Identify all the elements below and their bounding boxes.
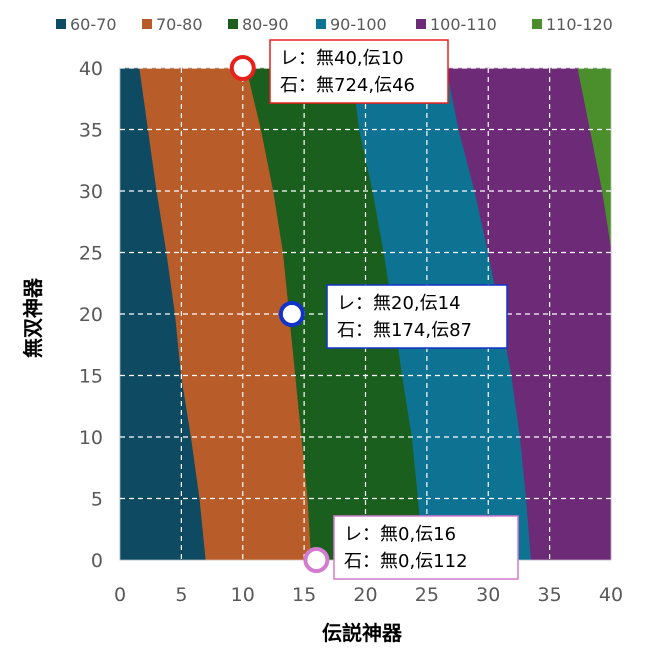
callouts: レ：無40,伝10 石：無724,伝46 レ：無20,伝14 石：無174,伝87 レ：…	[269, 39, 519, 580]
legend-swatch-100-110	[416, 19, 426, 29]
point-marker	[278, 301, 305, 327]
legend-label-70-80: 70-80	[156, 15, 203, 34]
callout-line: レ：無40,伝10	[280, 48, 404, 69]
x-tick-label: 5	[175, 584, 187, 606]
callout-box	[269, 39, 449, 104]
callout-line: レ：無20,伝14	[337, 293, 461, 314]
plot-area	[119, 55, 612, 573]
y-tick-label: 25	[79, 243, 103, 265]
callout-line: 石：無174,伝87	[337, 320, 472, 341]
x-tick-label: 40	[599, 584, 623, 606]
x-tick-label: 20	[353, 584, 377, 606]
callout-line: 石：無724,伝46	[280, 75, 415, 96]
callout-line: 石：無0,伝112	[344, 551, 468, 572]
legend-swatch-90-100	[316, 19, 326, 29]
legend-label-80-90: 80-90	[242, 15, 289, 34]
callout-line: レ：無0,伝16	[344, 524, 456, 545]
x-tick-label: 25	[415, 584, 439, 606]
x-tick-label: 0	[114, 584, 126, 606]
legend-swatch-110-120	[532, 19, 542, 29]
y-tick-label: 35	[79, 120, 103, 142]
y-axis-title: 無双神器	[21, 277, 45, 358]
legend-swatch-70-80	[142, 19, 152, 29]
x-tick-label: 30	[476, 584, 500, 606]
legend-label-60-70: 60-70	[70, 15, 117, 34]
point-marker	[229, 55, 256, 81]
x-tick-label: 10	[231, 584, 255, 606]
legend-label-90-100: 90-100	[330, 15, 387, 34]
y-tick-label: 15	[79, 366, 103, 388]
x-axis-ticks: 0 5 10 15 20 25 30 35 40	[114, 584, 623, 606]
point-marker	[303, 547, 330, 573]
legend-label-100-110: 100-110	[430, 15, 497, 34]
legend: 60-70 70-80 80-90 90-100 100-110 110-120	[56, 15, 613, 34]
y-tick-label: 30	[79, 181, 103, 203]
x-tick-label: 35	[538, 584, 562, 606]
y-axis-ticks: 0 5 10 15 20 25 30 35 40	[79, 58, 103, 572]
legend-swatch-80-90	[228, 19, 238, 29]
legend-label-110-120: 110-120	[546, 15, 613, 34]
callout-box	[333, 515, 519, 580]
callout-box	[326, 284, 508, 349]
y-tick-label: 0	[91, 550, 103, 572]
x-axis-title: 伝説神器	[322, 621, 403, 645]
y-tick-label: 5	[91, 489, 103, 511]
x-tick-label: 15	[292, 584, 316, 606]
y-tick-label: 40	[79, 58, 103, 80]
marked-points	[229, 55, 330, 573]
y-tick-label: 10	[79, 427, 103, 449]
y-tick-label: 20	[79, 304, 103, 326]
legend-swatch-60-70	[56, 19, 66, 29]
